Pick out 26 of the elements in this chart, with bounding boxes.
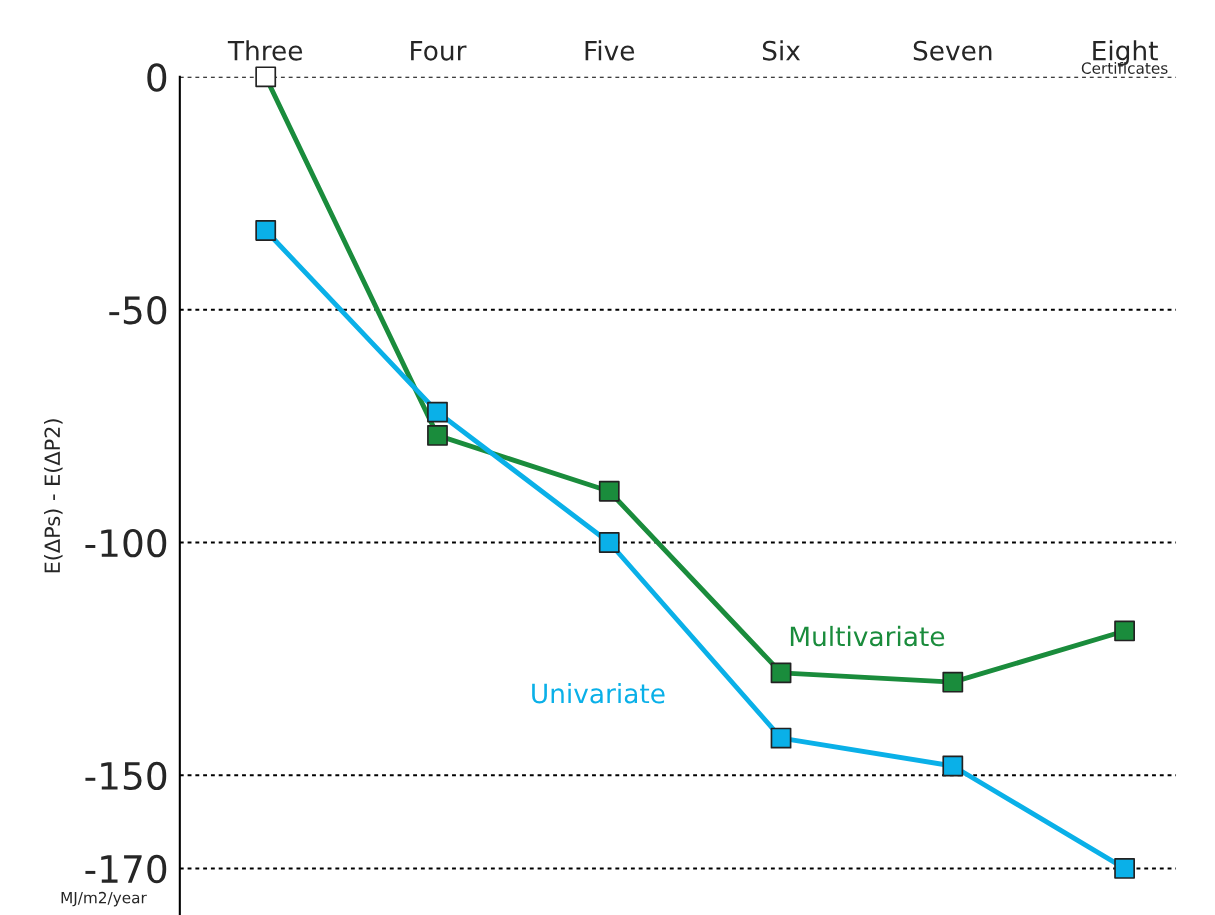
point — [942, 755, 964, 777]
y-tick-label: -170 — [85, 854, 167, 884]
y-tick-label: -150 — [85, 761, 167, 791]
point — [770, 662, 792, 684]
point — [255, 220, 277, 241]
point — [942, 671, 964, 693]
series-label: Univariate — [532, 683, 665, 704]
point — [255, 66, 277, 88]
point — [427, 424, 448, 446]
y-tick-label: -100 — [85, 528, 167, 558]
series-label: Multivariate — [790, 625, 945, 647]
x-tick-label: Four — [411, 41, 467, 61]
x-tick-label: Seven — [913, 40, 992, 61]
point — [1114, 858, 1135, 879]
y-tick-label: -50 — [109, 296, 167, 325]
x-tick-label: Six — [762, 40, 801, 61]
point — [598, 532, 620, 553]
x-tick-label: Five — [585, 40, 635, 61]
point — [427, 401, 448, 423]
point — [598, 480, 620, 502]
point — [1114, 620, 1135, 642]
point — [770, 727, 792, 749]
y-tick-label: 0 — [147, 63, 167, 92]
x-tick-label: Three — [227, 40, 303, 61]
y-axis-title: E(ΔPs) - E(ΔP2) — [44, 419, 63, 573]
text: MJ/m2/year — [61, 891, 147, 907]
